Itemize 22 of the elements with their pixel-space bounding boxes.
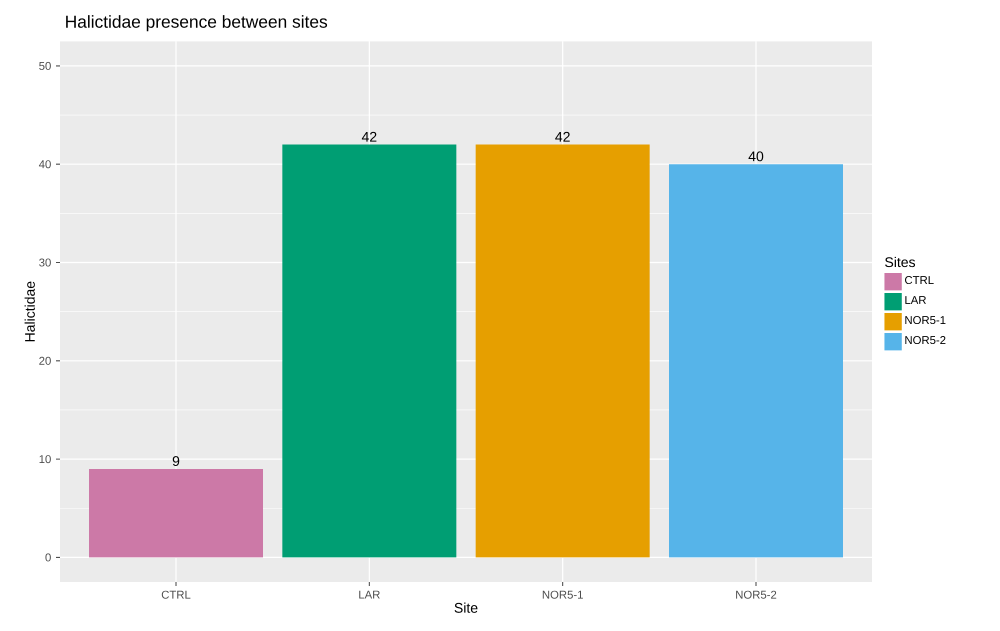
legend-title: Sites bbox=[885, 256, 916, 268]
legend-label: LAR bbox=[905, 296, 926, 304]
chart-title: Halictidae presence between sites bbox=[66, 15, 328, 32]
data-label: 40 bbox=[748, 151, 764, 162]
y-tick-label: 40 bbox=[38, 160, 51, 168]
legend-label: NOR5-1 bbox=[905, 316, 946, 324]
y-tick-label: 0 bbox=[45, 553, 51, 562]
x-tick-label: LAR bbox=[359, 590, 380, 598]
data-label: 42 bbox=[555, 132, 570, 142]
legend-label: CTRL bbox=[905, 276, 934, 284]
y-tick-label: 30 bbox=[39, 258, 51, 267]
y-axis-title: Halictidae bbox=[24, 282, 35, 342]
y-tick-label: 20 bbox=[39, 356, 51, 365]
y-tick-label: 50 bbox=[39, 62, 51, 70]
x-tick-label: NOR5-2 bbox=[736, 590, 776, 599]
legend-label: NOR5-2 bbox=[905, 336, 946, 344]
x-tick-label: CTRL bbox=[162, 590, 190, 599]
x-tick-label: NOR5-1 bbox=[542, 590, 583, 599]
data-label: 9 bbox=[172, 456, 180, 466]
data-label: 42 bbox=[362, 132, 376, 142]
x-axis-title: Site bbox=[454, 602, 478, 613]
y-tick-label: 10 bbox=[40, 455, 51, 464]
